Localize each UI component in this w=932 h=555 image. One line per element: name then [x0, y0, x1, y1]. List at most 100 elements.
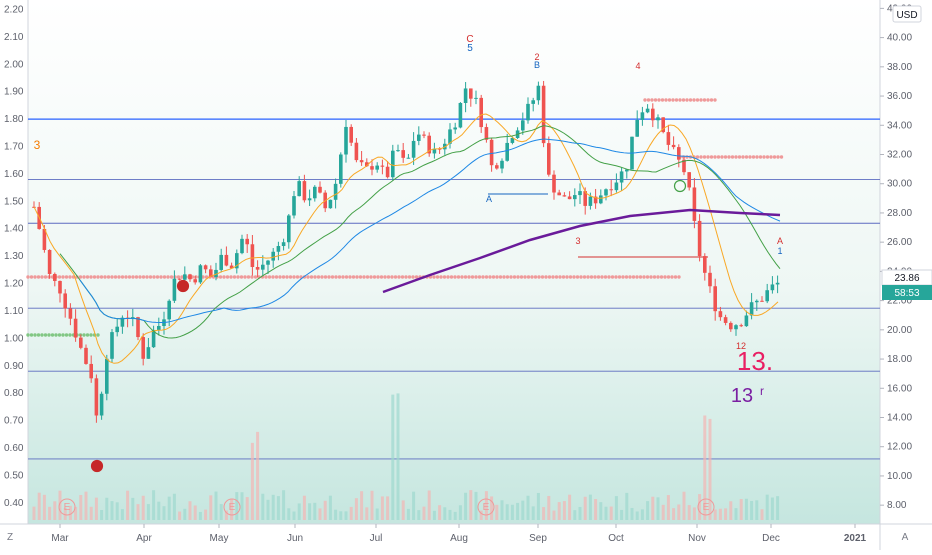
band-dot: [699, 155, 703, 159]
band-dot: [709, 155, 714, 159]
band-dot: [36, 333, 41, 337]
volume-bar: [614, 496, 618, 520]
volume-bar: [193, 505, 197, 520]
auto-scale-toggle[interactable]: A: [902, 532, 909, 543]
left-price-axis: 2.20 2.10 2.00 1.90 1.80 1.70 1.60 1.50 1.40 1.30…: [4, 4, 24, 508]
volume-bar: [718, 508, 722, 520]
candle-body: [110, 332, 114, 359]
candle-body: [229, 265, 234, 269]
volume-bar: [453, 511, 457, 520]
band-dot: [432, 275, 436, 279]
earnings-label: E: [229, 502, 236, 513]
volume-bar: [620, 509, 624, 520]
candle-body: [198, 265, 203, 283]
volume-bar: [510, 504, 514, 520]
band-dot: [316, 275, 321, 279]
candle-body: [417, 134, 421, 141]
band-dot: [43, 275, 48, 279]
band-dot: [635, 275, 639, 279]
candle-body: [448, 129, 452, 144]
band-dot: [397, 275, 401, 279]
time-tick-label: Sep: [529, 533, 547, 544]
band-dot: [26, 275, 30, 279]
band-dot: [330, 275, 335, 279]
candle-body: [656, 117, 660, 121]
band-dot: [723, 155, 728, 159]
band-dot: [716, 155, 721, 159]
right-tick-label: 10.00: [887, 471, 912, 482]
candle-body: [250, 244, 255, 268]
volume-bar: [115, 502, 119, 520]
volume-bar: [417, 510, 421, 520]
left-tick-label: 1.00: [4, 333, 24, 344]
band-dot: [64, 275, 69, 279]
candle-body: [484, 127, 489, 140]
zoom-toggle[interactable]: Z: [7, 532, 13, 543]
left-tick-label: 0.70: [4, 416, 24, 427]
band-dot: [667, 98, 672, 102]
band-dot: [106, 275, 111, 279]
volume-bar: [724, 508, 728, 520]
time-axis[interactable]: Mar Apr May Jun Jul Aug Sep Oct Nov Dec 2021: [51, 524, 867, 544]
left-tick-label: 0.40: [4, 498, 24, 509]
band-dot: [141, 275, 146, 279]
volume-bar: [406, 508, 410, 520]
band-dot: [61, 333, 65, 337]
band-dot: [246, 275, 251, 279]
band-dot: [131, 275, 135, 279]
band-dot: [762, 155, 766, 159]
volume-bar: [490, 496, 494, 520]
volume-bar: [396, 393, 400, 520]
volume-bar: [531, 506, 535, 520]
band-dot: [765, 155, 770, 159]
count-marker: 1: [777, 246, 782, 256]
candle-body: [245, 238, 249, 245]
earnings-label: E: [703, 502, 710, 513]
band-dot: [57, 333, 62, 337]
candle-body: [739, 325, 743, 327]
band-dot: [734, 155, 738, 159]
band-dot: [449, 275, 454, 279]
candle-body: [307, 198, 312, 201]
candle-body: [94, 378, 99, 416]
band-dot: [677, 275, 681, 279]
volume-bar: [666, 495, 670, 520]
volume-bar: [458, 505, 462, 520]
band-dot: [467, 275, 471, 279]
currency-badge[interactable]: [892, 5, 922, 23]
volume-bar: [557, 502, 561, 520]
volume-bar: [271, 494, 275, 520]
band-dot: [180, 275, 184, 279]
volume-bar: [729, 501, 733, 520]
time-tick-label: Jun: [287, 533, 303, 544]
band-dot: [652, 275, 657, 279]
band-dot: [456, 275, 461, 279]
band-dot: [439, 275, 443, 279]
volume-bar: [292, 511, 296, 520]
band-dot: [292, 275, 296, 279]
volume-bar: [42, 494, 46, 520]
candle-body: [578, 191, 582, 196]
candle-body: [266, 260, 270, 265]
candle-body: [755, 300, 759, 303]
time-tick-label: Dec: [762, 533, 780, 544]
candle-body: [177, 278, 182, 280]
volume-bar: [74, 506, 78, 520]
left-tick-label: 0.50: [4, 470, 24, 481]
band-dot: [695, 155, 700, 159]
band-dot: [502, 275, 506, 279]
right-tick-label: 32.00: [887, 149, 912, 160]
band-dot: [582, 275, 587, 279]
candle-body: [261, 264, 265, 270]
right-tick-label: 16.00: [887, 383, 912, 394]
candle-body: [328, 199, 333, 209]
candle-body: [552, 174, 556, 193]
left-tick-label: 2.20: [4, 4, 24, 15]
band-dot: [744, 155, 749, 159]
band-dot: [617, 275, 622, 279]
volume-bar: [157, 501, 161, 520]
band-dot: [656, 275, 660, 279]
band-dot: [145, 275, 149, 279]
